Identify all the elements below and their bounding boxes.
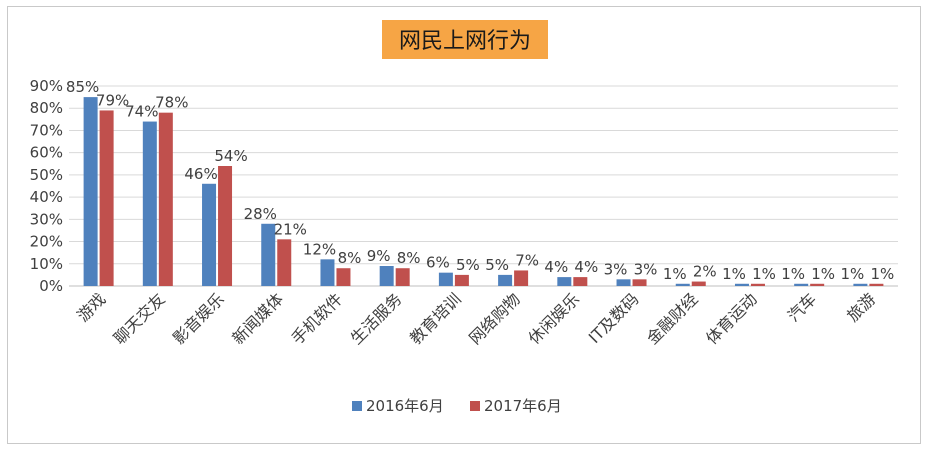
data-label: 8% [397,249,421,267]
data-label: 3% [634,260,658,278]
data-label: 1% [840,265,864,283]
category-label: 新闻媒体 [228,289,287,348]
category-label: 体育运动 [702,289,761,348]
bar-2017 [632,279,647,286]
bar-2016 [438,272,453,286]
category-label: 休闲娱乐 [524,289,583,348]
y-tick-label: 40% [30,188,63,206]
legend-label: 2017年6月 [484,397,562,415]
y-tick-label: 60% [30,144,63,162]
data-label: 3% [604,260,628,278]
data-label: 8% [338,249,362,267]
legend-label: 2016年6月 [366,397,444,415]
data-label: 6% [426,254,450,272]
bar-2016 [498,274,513,286]
data-label: 54% [214,147,247,165]
bar-2016 [261,223,276,286]
data-label: 1% [752,265,776,283]
category-label: 聊天交友 [110,289,169,348]
x-axis: 游戏 聊天交友 影音娱乐 新闻媒体 手机软件 生活服务 教育培训 网络购物 休闲娱乐 IT及数码金… [73,289,879,348]
bar-2016 [320,259,335,286]
bar-2017 [514,270,529,286]
y-tick-label: 50% [30,166,63,184]
data-labels: 85%79%74%78%46%54%28%21%12% 8% 9% 8% 6% 5% 5% 7… [66,78,894,283]
y-axis: 0% 10% 20% 30% 40% 50% 60% 70% 80% 90% [30,77,63,295]
bar-chart: 网民上网行为 0% 10% 20% 30% 40% 50% 60% 70% 80% 90% 85%… [30,20,898,415]
bar-2017 [573,277,588,286]
bar-2017 [218,166,233,286]
y-tick-label: 90% [30,77,63,95]
data-label: 78% [155,94,188,112]
bar-2016 [557,277,572,286]
data-label: 4% [574,258,598,276]
data-label: 79% [96,91,129,109]
bar-2016 [675,283,690,286]
y-tick-label: 10% [30,255,63,273]
bar-2016 [379,266,394,286]
bar-2016 [202,183,217,286]
data-label: 1% [663,265,687,283]
data-label: 46% [184,165,217,183]
category-label: 汽车 [784,289,820,325]
data-label: 7% [515,251,539,269]
data-label: 12% [303,240,336,258]
category-label: 教育培训 [406,289,465,348]
bar-2017 [99,110,114,286]
bar-2017 [691,281,706,286]
bar-2016 [616,279,631,286]
bar-2017 [454,274,469,286]
category-label: 旅游 [843,289,879,325]
bar-2016 [853,283,868,286]
bar-2016 [83,97,98,286]
y-tick-label: 70% [30,121,63,139]
data-label: 74% [125,103,158,121]
legend: 2016年6月 2017年6月 [352,397,562,415]
data-label: 4% [544,258,568,276]
bar-2016 [794,283,809,286]
data-label: 1% [811,265,835,283]
chart-frame: 网民上网行为 0% 10% 20% 30% 40% 50% 60% 70% 80% 90% 85%… [7,6,921,444]
bar-2016 [734,283,749,286]
bar-2017 [869,283,884,286]
bar-2017 [750,283,765,286]
y-tick-label: 20% [30,233,63,251]
category-label: 金融财经 [643,289,702,348]
bar-2017 [158,112,173,287]
bar-2017 [277,239,292,286]
data-label: 5% [485,256,509,274]
y-tick-label: 0% [39,277,63,295]
data-label: 5% [456,256,480,274]
gridlines [69,85,898,287]
data-label: 1% [781,265,805,283]
data-label: 9% [367,247,391,265]
y-tick-label: 80% [30,99,63,117]
chart-title-box [382,20,548,59]
category-label: IT及数码 [585,289,643,347]
bar-2017 [336,268,351,286]
bars [83,97,884,287]
data-label: 21% [274,220,307,238]
legend-swatch [352,401,362,411]
category-label: 生活服务 [347,289,406,348]
y-tick-label: 30% [30,210,63,228]
data-label: 28% [244,205,277,223]
category-label: 网络购物 [465,289,524,348]
data-label: 2% [693,263,717,281]
data-label: 85% [66,78,99,96]
data-label: 1% [722,265,746,283]
legend-swatch [470,401,480,411]
chart-title: 网民上网行为 [399,29,531,54]
category-label: 手机软件 [288,289,347,348]
category-label: 影音娱乐 [169,289,228,348]
data-label: 1% [870,265,894,283]
bar-2017 [395,268,410,286]
bar-2017 [810,283,825,286]
category-label: 游戏 [73,289,109,325]
bar-2016 [142,121,157,286]
